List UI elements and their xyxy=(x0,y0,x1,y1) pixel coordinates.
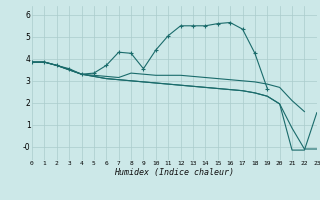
X-axis label: Humidex (Indice chaleur): Humidex (Indice chaleur) xyxy=(115,168,234,177)
